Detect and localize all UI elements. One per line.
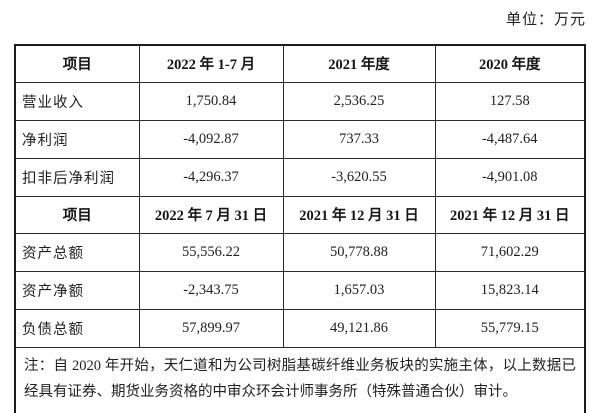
income-header-row: 项目 2022 年 1-7 月 2021 年度 2020 年度 — [14, 44, 586, 83]
header-cell-item: 项目 — [14, 44, 140, 83]
value-cell: -4,487.64 — [434, 119, 586, 159]
row-label: 负债总额 — [14, 308, 140, 348]
value-cell: -4,296.37 — [138, 157, 284, 197]
financial-data-table: 项目 2022 年 1-7 月 2021 年度 2020 年度 营业收入 1,7… — [14, 44, 586, 413]
value-cell: 1,657.03 — [282, 270, 436, 310]
header-cell-period-1: 2022 年 1-7 月 — [138, 44, 284, 83]
header-cell-period-2: 2021 年度 — [282, 44, 436, 83]
value-cell: 127.58 — [434, 81, 586, 121]
value-cell: 71,602.29 — [434, 232, 586, 272]
footnote-text: 注：自 2020 年开始，天仁道和为公司树脂基碳纤维业务板块的实施主体，以上数据… — [14, 346, 586, 413]
value-cell: -2,343.75 — [138, 270, 284, 310]
row-label: 营业收入 — [14, 81, 140, 121]
header-cell-period-3: 2020 年度 — [434, 44, 586, 83]
header-cell-date-1: 2022 年 7 月 31 日 — [138, 195, 284, 234]
table-footnote-row: 注：自 2020 年开始，天仁道和为公司树脂基碳纤维业务板块的实施主体，以上数据… — [14, 346, 586, 413]
table-row-net-assets: 资产净额 -2,343.75 1,657.03 15,823.14 — [14, 270, 586, 310]
value-cell: 2,536.25 — [282, 81, 436, 121]
value-cell: 57,899.97 — [138, 308, 284, 348]
table-row-operating-revenue: 营业收入 1,750.84 2,536.25 127.58 — [14, 81, 586, 121]
value-cell: 50,778.88 — [282, 232, 436, 272]
table-row-adjusted-net-profit: 扣非后净利润 -4,296.37 -3,620.55 -4,901.08 — [14, 157, 586, 197]
value-cell: -4,092.87 — [138, 119, 284, 159]
value-cell: 1,750.84 — [138, 81, 284, 121]
header-cell-date-3: 2021 年 12 月 31 日 — [434, 195, 586, 234]
unit-label: 单位：万元 — [505, 12, 586, 28]
row-label: 资产总额 — [14, 232, 140, 272]
value-cell: 55,779.15 — [434, 308, 586, 348]
row-label: 净利润 — [14, 119, 140, 159]
table-row-total-assets: 资产总额 55,556.22 50,778.88 71,602.29 — [14, 232, 586, 272]
value-cell: -4,901.08 — [434, 157, 586, 197]
value-cell: 49,121.86 — [282, 308, 436, 348]
row-label: 资产净额 — [14, 270, 140, 310]
balance-header-row: 项目 2022 年 7 月 31 日 2021 年 12 月 31 日 2021… — [14, 195, 586, 234]
value-cell: 55,556.22 — [138, 232, 284, 272]
header-cell-item: 项目 — [14, 195, 140, 234]
value-cell: 15,823.14 — [434, 270, 586, 310]
table-row-total-liabilities: 负债总额 57,899.97 49,121.86 55,779.15 — [14, 308, 586, 348]
table-row-net-profit: 净利润 -4,092.87 737.33 -4,487.64 — [14, 119, 586, 159]
value-cell: -3,620.55 — [282, 157, 436, 197]
value-cell: 737.33 — [282, 119, 436, 159]
header-cell-date-2: 2021 年 12 月 31 日 — [282, 195, 436, 234]
row-label: 扣非后净利润 — [14, 157, 140, 197]
